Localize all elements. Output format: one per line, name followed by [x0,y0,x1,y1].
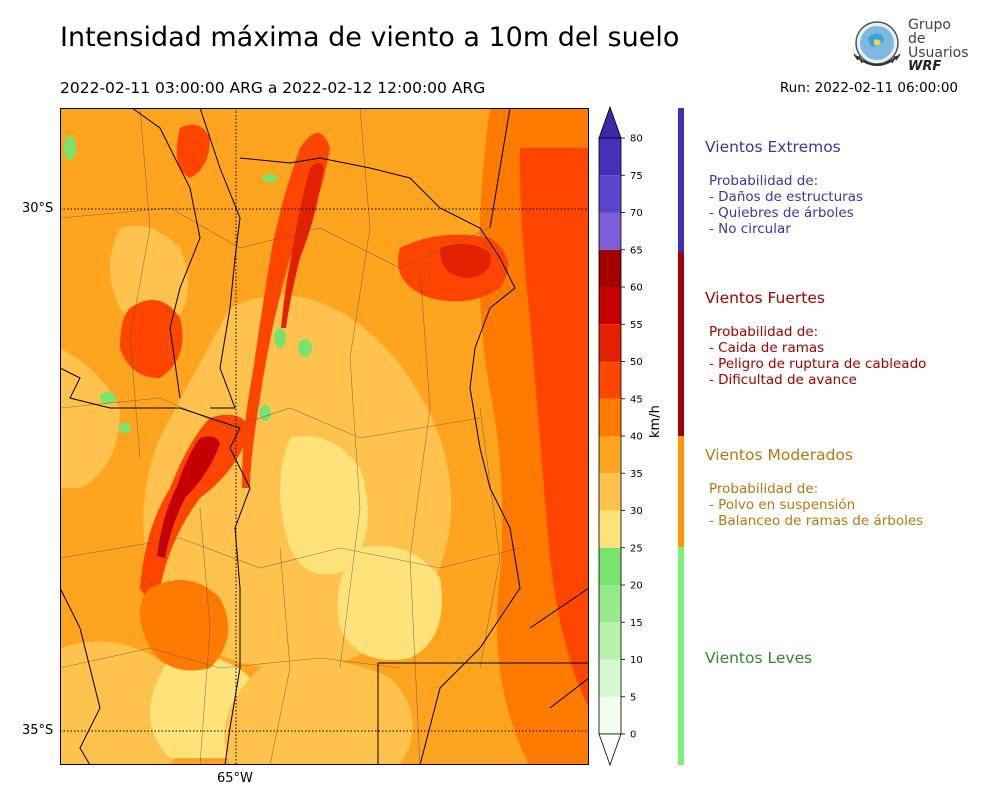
colorbar-over-triangle [598,106,622,139]
page-title: Intensidad máxima de viento a 10m del su… [60,22,680,53]
colorbar-tick-label: 45 [630,394,643,405]
colorbar-segment [599,175,621,213]
graticule [60,108,589,765]
colorbar-tick-label: 15 [630,618,643,629]
colorbar-tick-label: 35 [630,469,643,480]
category-desc-extremos: Probabilidad de: - Daños de estructuras … [709,173,863,237]
colorbar-tick-label: 20 [630,581,643,592]
category-prob-label: Probabilidad de: [709,481,819,497]
globe-logo-icon [853,21,901,66]
colorbar-tick-label: 65 [630,245,643,256]
zone-20-25-a [64,136,76,160]
zone-45-50-east [519,148,589,708]
category-item: - Peligro de ruptura de cableado [709,356,927,372]
colorbar-ticks: 0 5 10 15 20 25 30 35 40 45 50 55 60 65 70 75 80 [621,134,643,741]
run-timestamp: Run: 2022-02-11 06:00:00 [779,80,958,96]
category-prob-label: Probabilidad de: [709,324,819,340]
category-item: - Dificultad de avance [709,372,857,388]
colorbar-segment [599,249,621,287]
lon-label-65w: 65°W [217,771,253,786]
category-item: - Caida de ramas [709,340,825,356]
colorbar-segment [599,287,621,325]
category-item: - Daños de estructuras [709,189,864,205]
zone-25-30-b [337,546,442,660]
category-bar-extremos [678,108,684,252]
colorbar-tick-label: 10 [630,655,643,666]
department-boundaries [60,108,521,765]
colorbar-tick-label: 75 [630,171,643,182]
colorbar-tick-label: 5 [630,692,636,703]
category-title-fuertes: Vientos Fuertes [705,289,825,307]
colorbar-tick-label: 30 [630,506,643,517]
zone-20-25-e [100,392,116,404]
forecast-period: 2022-02-11 03:00:00 ARG a 2022-02-12 12:… [60,79,486,97]
logo-line-1: Grupo de [908,17,951,47]
zone-40-45-sw [140,580,228,671]
category-title-moderados: Vientos Moderados [705,446,853,464]
colorbar-segment [599,659,621,697]
colorbar-segment [599,138,621,176]
colorbar-segment [599,585,621,623]
colorbar-tick-label: 40 [630,432,643,443]
colorbar-segments [598,137,622,735]
zone-20-25-d [259,405,271,421]
colorbar-tick-label: 0 [630,730,636,741]
colorbar-unit: km/h [648,405,663,438]
zone-25-30-a [280,436,368,575]
category-title-leves: Vientos Leves [705,649,813,667]
colorbar-tick-label: 50 [630,357,643,368]
category-item: - Polvo en suspensión [709,497,856,513]
logo-line-2: Usuarios [908,45,969,61]
zone-45-50-sw-ridge [140,414,250,598]
zone-50-55-ne [440,244,491,278]
colorbar-segment [599,212,621,250]
colorbar-segment [599,622,621,660]
category-bar-fuertes [678,252,684,436]
province-boundaries [60,108,589,765]
colorbar-tick-label: 25 [630,543,643,554]
zone-45-50-n [176,124,210,178]
grupo-wrf-logo: Grupo de Usuarios WRF [848,16,970,74]
zone-20-25-c [298,339,312,357]
lat-label-35s: 35°S [22,723,54,738]
zone-50-55-ridge [281,163,324,328]
colorbar: 0 5 10 15 20 25 30 35 40 45 50 55 60 65 70 75 80 [598,106,643,767]
zone-30-35-nw [110,225,188,331]
lat-label-30s: 30°S [22,201,54,216]
category-bar-leves [678,547,684,765]
zone-20-25-g [262,174,278,182]
logo-line-3: WRF [908,59,942,74]
colorbar-tick-label: 55 [630,320,643,331]
zone-30-35-west [60,348,120,488]
category-bar-moderados [678,436,684,547]
colorbar-segment [599,547,621,585]
zone-20-25-b [274,328,286,348]
colorbar-segment [599,398,621,436]
colorbar-segment [599,473,621,511]
colorbar-segment [599,361,621,399]
category-desc-moderados: Probabilidad de: - Polvo en suspensión -… [709,481,923,529]
wind-map [60,108,589,765]
zone-30-35-south [224,660,413,765]
category-item: - Balanceo de ramas de árboles [709,513,924,529]
logo-text: Grupo de Usuarios WRF [908,18,970,74]
category-desc-fuertes: Probabilidad de: - Caida de ramas - Peli… [709,324,926,388]
colorbar-under-triangle [598,733,622,767]
category-item: - Quiebres de árboles [709,205,854,221]
colorbar-segment [599,510,621,548]
colorbar-tick-label: 60 [630,283,643,294]
colorbar-segment [599,436,621,474]
colorbar-segment [599,696,621,734]
category-prob-label: Probabilidad de: [709,173,819,189]
category-item: - No circular [709,221,791,237]
colorbar-tick-label: 70 [630,208,643,219]
colorbar-segment [599,324,621,362]
colorbar-tick-label: 80 [630,134,643,145]
category-title-extremos: Vientos Extremos [705,138,841,156]
map-frame [60,108,589,765]
zone-20-25-f [119,423,131,433]
zone-55-60-sw-ridge [157,436,220,558]
zone-45-50-nw [120,300,183,378]
